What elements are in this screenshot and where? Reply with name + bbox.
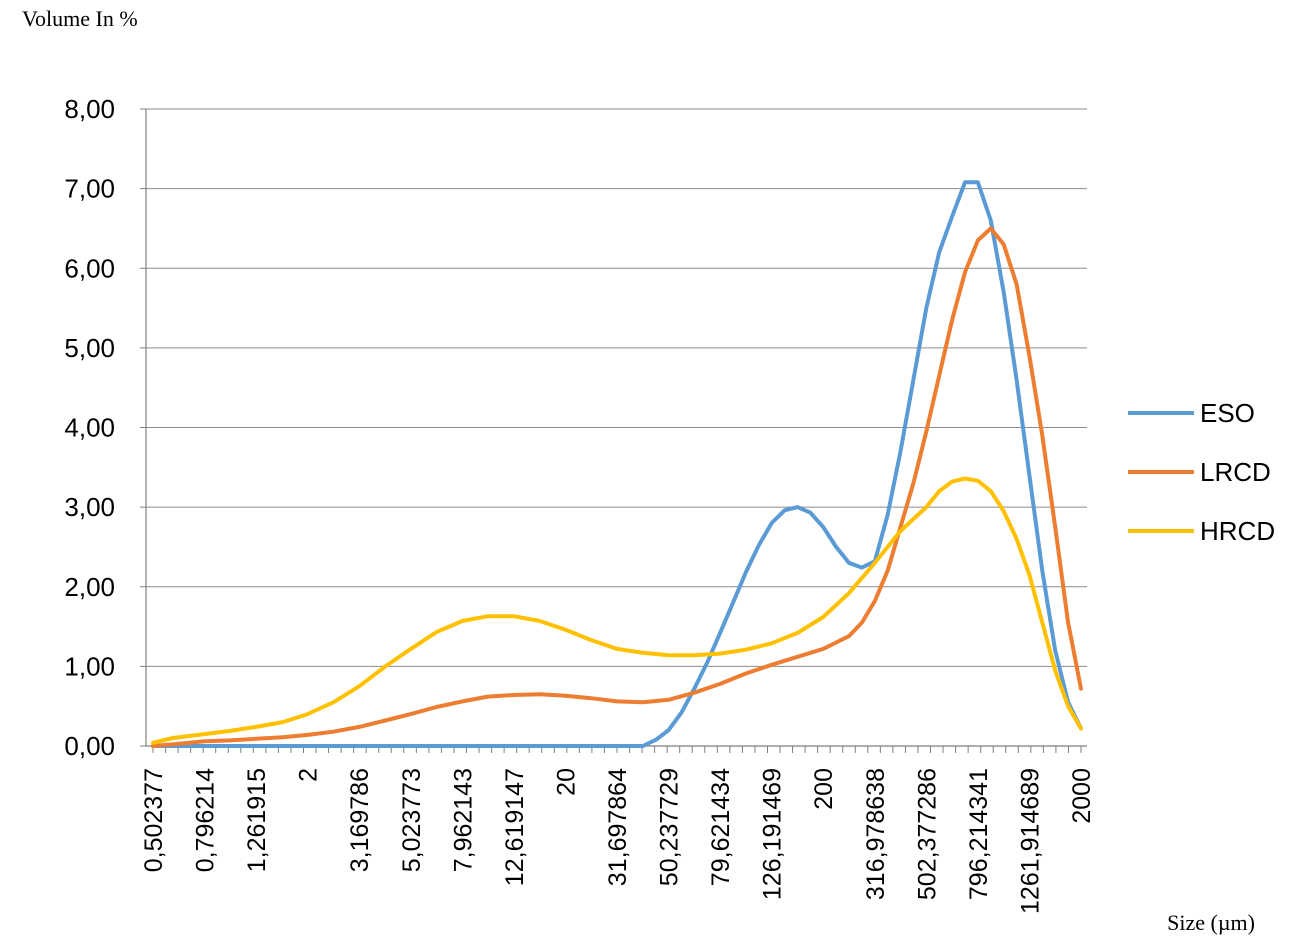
series-lines bbox=[151, 180, 1083, 748]
y-tick-label: 6,00 bbox=[64, 253, 115, 283]
x-tick-label: 2 bbox=[295, 768, 323, 782]
x-tick-label: 7,962143 bbox=[449, 768, 477, 872]
gridlines bbox=[146, 108, 1087, 667]
x-tick-label: 0,796214 bbox=[192, 768, 220, 872]
y-tick-label: 3,00 bbox=[64, 492, 115, 522]
x-tick-label: 502,377286 bbox=[913, 768, 941, 900]
legend-label: HRCD bbox=[1200, 516, 1275, 546]
x-tick-label: 2000 bbox=[1068, 768, 1096, 824]
series-line-hrcd bbox=[151, 476, 1083, 745]
x-tick-labels: 0,502377 0,796214 1,261915 2 3,169786 5,02377… bbox=[140, 768, 1096, 914]
y-axis-label: Volume In % bbox=[22, 6, 138, 31]
x-tick-label: 12,619147 bbox=[501, 768, 529, 886]
y-tick-label: 5,00 bbox=[64, 333, 115, 363]
x-tick-label: 126,191469 bbox=[759, 768, 787, 900]
x-tick-label: 5,023773 bbox=[398, 768, 426, 872]
x-tick-label: 200 bbox=[810, 768, 838, 810]
y-tick-label: 7,00 bbox=[64, 174, 115, 204]
x-tick-label: 1,261915 bbox=[243, 768, 271, 872]
x-tick-label: 1261,914689 bbox=[1016, 768, 1044, 914]
axes bbox=[140, 108, 1087, 753]
series-line-lrcd bbox=[151, 226, 1083, 748]
x-tick-label: 796,214341 bbox=[965, 768, 993, 900]
x-tick-label: 79,621434 bbox=[707, 768, 735, 886]
legend-label: ESO bbox=[1200, 398, 1255, 428]
legend-label: LRCD bbox=[1200, 457, 1271, 487]
y-tick-label: 0,00 bbox=[64, 731, 115, 761]
x-axis-label: Size (µm) bbox=[1167, 910, 1255, 935]
x-tick-label: 316,978638 bbox=[862, 768, 890, 900]
y-tick-label: 4,00 bbox=[64, 413, 115, 443]
x-tick-label: 20 bbox=[552, 768, 580, 796]
x-tick-label: 50,237729 bbox=[656, 768, 684, 886]
x-tick-label: 0,502377 bbox=[140, 768, 168, 872]
y-tick-label: 1,00 bbox=[64, 651, 115, 681]
y-tick-label: 2,00 bbox=[64, 572, 115, 602]
x-tick-label: 3,169786 bbox=[346, 768, 374, 872]
series-line-eso bbox=[151, 180, 1083, 748]
x-tick-label: 31,697864 bbox=[604, 768, 632, 886]
legend: ESO LRCD HRCD bbox=[1128, 398, 1275, 546]
y-tick-labels: 0,00 1,00 2,00 3,00 4,00 5,00 6,00 7,00 8,00 bbox=[64, 94, 115, 761]
y-tick-label: 8,00 bbox=[64, 94, 115, 124]
